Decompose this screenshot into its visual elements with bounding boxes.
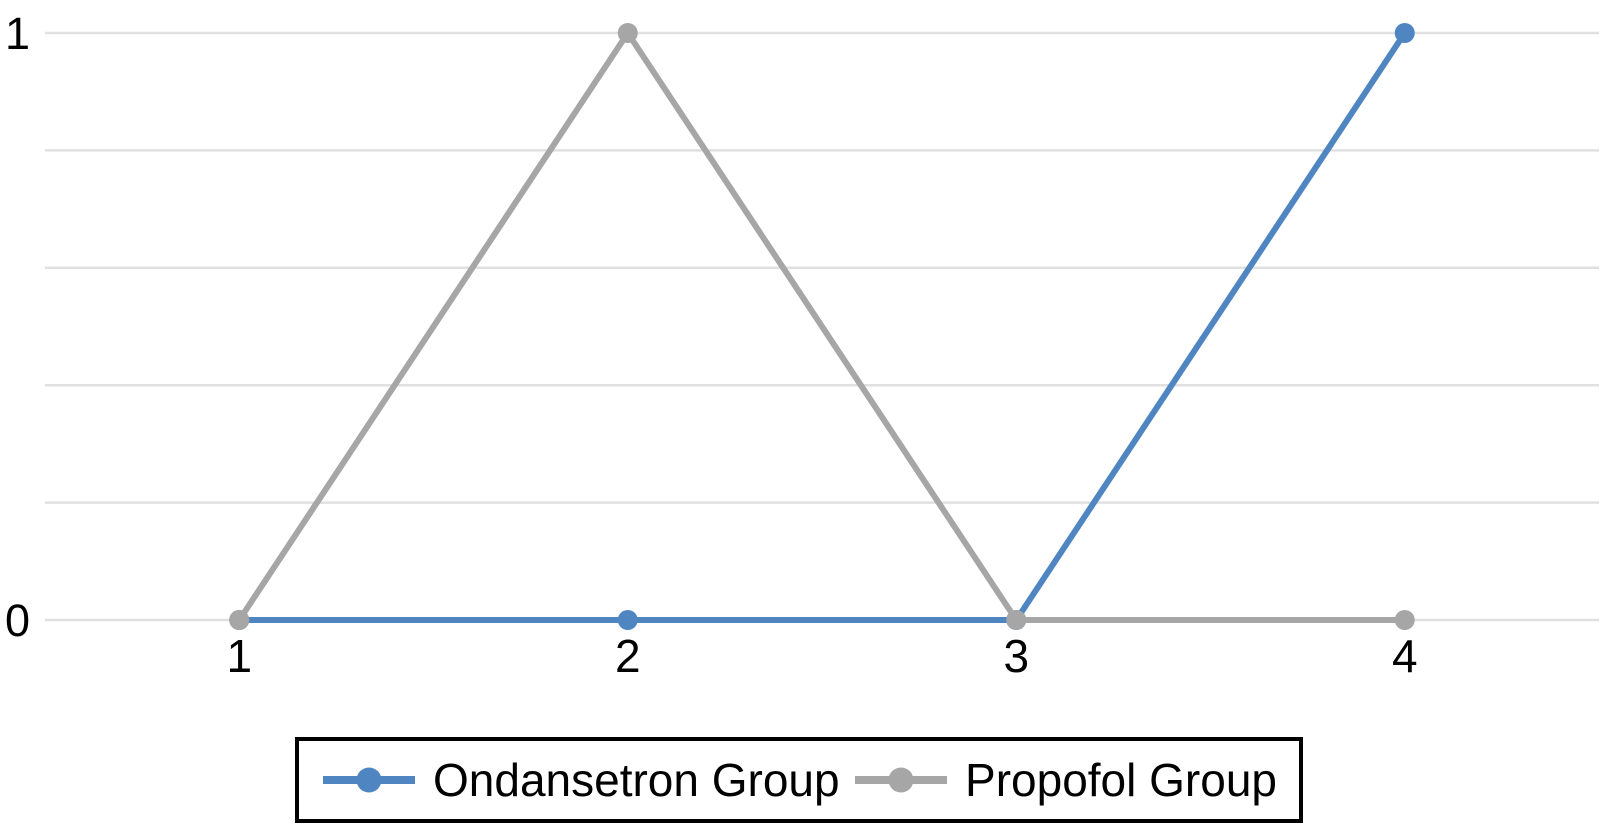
propofol-line-marker-icon [855, 767, 948, 793]
series-line [236, 30, 1408, 623]
legend: Ondansetron Group Propofol Group [295, 737, 1303, 823]
ondansetron-line-marker-icon [323, 767, 415, 793]
series-line [236, 30, 1408, 623]
data-point-marker [1394, 610, 1415, 630]
data-point-marker [1394, 23, 1415, 43]
legend-item-propofol: Propofol Group [853, 757, 1277, 803]
x-axis-tick-label: 2 [615, 630, 641, 682]
data-point-marker [229, 610, 250, 630]
legend-label-ondansetron: Ondansetron Group [433, 754, 840, 806]
data-point-marker [617, 610, 638, 630]
x-axis-tick-label: 4 [1392, 630, 1418, 682]
line-chart: 0 1 1 2 3 4 [5, 8, 1599, 682]
legend-label-propofol: Propofol Group [965, 754, 1277, 806]
data-point-marker [1006, 610, 1027, 630]
legend-item-ondansetron: Ondansetron Group [321, 757, 840, 803]
y-axis-tick-label: 0 [5, 595, 30, 646]
x-axis-tick-label: 3 [1003, 630, 1029, 682]
data-point-marker [617, 23, 638, 43]
y-axis-tick-label: 1 [5, 8, 30, 59]
x-axis-tick-label: 1 [226, 630, 252, 682]
